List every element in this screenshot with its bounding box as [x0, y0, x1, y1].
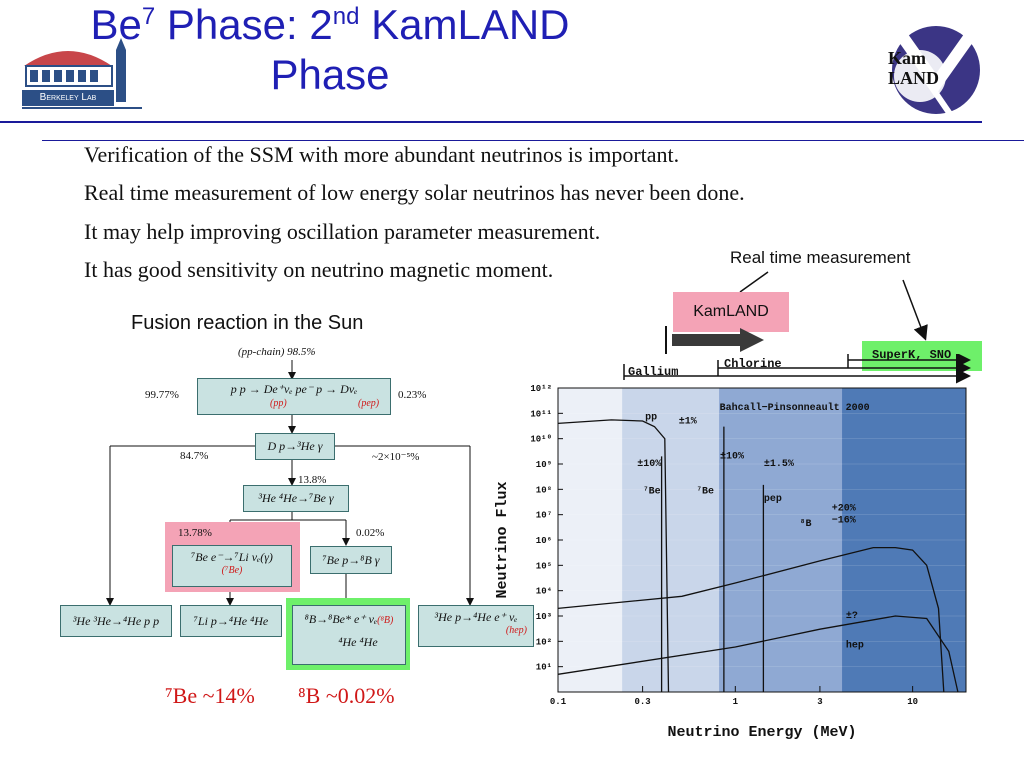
- chart-xlabel: Neutrino Energy (MeV): [667, 724, 856, 741]
- neutrino-flux-chart: pp ±1% ⁷Be ±10% ⁷Be ±10% pep ±1.5% ⁸B +20%−16% hep…: [494, 384, 967, 741]
- kamland-label: KamLAND: [673, 292, 789, 332]
- bullet-1: Verification of the SSM with more abunda…: [84, 142, 680, 167]
- chart-ylabel: Neutrino Flux: [494, 481, 511, 598]
- reaction-he34-box: ³He ⁴He→⁷Be γ: [243, 485, 349, 512]
- fusion-heading: Fusion reaction in the Sun: [131, 312, 364, 334]
- series-pp-label: pp: [645, 412, 657, 423]
- pp-chain-label: (pp-chain) 98.5%: [238, 346, 316, 358]
- reaction-pp-box: p p → De⁺νₑ pe⁻ p → Dνₑ (pp) (pep): [197, 378, 391, 415]
- chart-y-tick-label: 10³: [536, 612, 552, 622]
- reaction-hep-text: ³He p→⁴He e⁺ νₑ: [434, 610, 518, 624]
- bullet-3: It may help improving oscillation parame…: [84, 219, 601, 244]
- superk-sno-label: SuperK, SNO: [862, 341, 982, 371]
- reaction-pp-text: p p → De⁺νₑ pe⁻ p → Dνₑ: [230, 382, 358, 396]
- series-7Be_0.86-uncertainty: ±10%: [720, 451, 744, 462]
- pct-pp-branch: 99.77%: [145, 389, 179, 401]
- reaction-hep-box: ³He p→⁴He e⁺ νₑ (hep): [418, 605, 534, 647]
- header-rule: [0, 121, 982, 123]
- reaction-bep-box: ⁷Be p→⁸B γ: [310, 546, 392, 574]
- chart-shaded-region: [842, 388, 966, 692]
- chart-y-tick-label: 10¹¹: [530, 409, 552, 419]
- slide-title: Be7 Phase: 2nd KamLAND Phase: [90, 1, 570, 98]
- experiment-ranges: [623, 354, 971, 384]
- reaction-hep-tag: (hep): [505, 625, 527, 636]
- chart-title: Bahcall−Pinsonneault 2000: [720, 402, 870, 414]
- chart-x-tick-label: 3: [817, 697, 822, 707]
- pct-b8-branch: 0.02%: [356, 527, 385, 539]
- reaction-be7-box: ⁷Be e⁻→⁷Li νₑ(γ) (⁷Be): [172, 545, 292, 587]
- kamland-arrow: [665, 326, 764, 354]
- pct-pep-branch: 0.23%: [398, 389, 427, 401]
- reaction-pep-tag: (pep): [358, 398, 380, 409]
- series-8B-label: ⁸B: [799, 519, 811, 530]
- series-8B-uncertainty-minus: −16%: [832, 516, 856, 527]
- pct-be7-branch: 13.78%: [178, 527, 212, 539]
- kamland-logo-text-2: LAND: [888, 68, 940, 88]
- chart-x-tick-label: 10: [907, 697, 918, 707]
- reaction-b8-tag: (⁸B): [377, 615, 394, 626]
- series-8B-line: [557, 546, 945, 693]
- chart-x-tick-label: 0.1: [550, 697, 567, 707]
- reaction-b8-text: ⁸B→⁸Be* e⁺ νₑ: [304, 612, 378, 626]
- kamland-logo: Kam LAND: [880, 18, 990, 118]
- berkeley-lab-logo: Berkeley Lab: [18, 30, 142, 110]
- chart-y-tick-label: 10⁹: [536, 460, 552, 470]
- reaction-be7-tag: (⁷Be): [221, 565, 243, 576]
- b8-summary: ⁸B ~0.02%: [298, 683, 395, 708]
- pct-he34-branch: 13.8%: [298, 474, 327, 486]
- series-hep-line: [557, 615, 959, 693]
- series-pp-line: [557, 419, 670, 693]
- chlorine-label: Chlorine: [724, 357, 782, 371]
- real-time-annotation: Real time measurement: [730, 248, 911, 267]
- kamland-logo-text-1: Kam: [888, 48, 926, 68]
- berkeley-lab-logo-text: Berkeley Lab: [39, 92, 97, 103]
- chart-y-tick-label: 10¹²: [530, 384, 552, 394]
- series-7Be_0.86-label: ⁷Be: [696, 486, 714, 497]
- bullet-2: Real time measurement of low energy sola…: [84, 180, 745, 205]
- be7-summary: ⁷Be ~14%: [165, 683, 255, 708]
- reaction-dp-box: D p→³He γ: [255, 433, 335, 460]
- chart-y-tick-label: 10⁶: [536, 536, 552, 546]
- series-pp-uncertainty: ±1%: [679, 416, 697, 427]
- chart-y-tick-label: 10¹: [536, 663, 552, 673]
- chart-x-tick-label: 0.3: [634, 697, 650, 707]
- chart-y-tick-label: 10⁷: [536, 511, 552, 521]
- series-pep-label: pep: [764, 494, 782, 505]
- series-hep-label: hep: [846, 639, 864, 651]
- bullet-4: It has good sensitivity on neutrino magn…: [84, 257, 554, 282]
- series-7Be_0.38-label: ⁷Be: [643, 486, 661, 497]
- series-pep-uncertainty: ±1.5%: [764, 459, 794, 470]
- chart-y-tick-label: 10¹⁰: [530, 435, 552, 445]
- chart-y-tick-label: 10⁸: [536, 485, 552, 495]
- pct-he33-branch: 84.7%: [180, 450, 209, 462]
- chart-y-tick-label: 10⁴: [536, 587, 552, 597]
- reaction-he33-box: ³He ³He→⁴He p p: [60, 605, 172, 637]
- reaction-pp-tag: (pp): [270, 398, 287, 409]
- chart-y-tick-label: 10²: [536, 637, 552, 647]
- pct-hep-branch: ~2×10⁻⁵%: [372, 451, 420, 463]
- series-8B-uncertainty-plus: +20%: [832, 504, 856, 515]
- reaction-b8-products: ⁴He ⁴He: [338, 635, 378, 649]
- reaction-li7-box: ⁷Li p→⁴He ⁴He: [180, 605, 282, 637]
- chart-y-tick-label: 10⁵: [536, 561, 552, 571]
- reaction-b8-box: ⁸B→⁸Be* e⁺ νₑ(⁸B) ⁴He ⁴He: [292, 605, 406, 665]
- reaction-be7-text: ⁷Be e⁻→⁷Li νₑ(γ): [191, 550, 273, 564]
- gallium-label: Gallium: [628, 365, 679, 379]
- series-7Be_0.38-uncertainty: ±10%: [637, 459, 661, 470]
- series-hep-uncertainty: ±?: [846, 611, 858, 622]
- chart-x-tick-label: 1: [733, 697, 739, 707]
- header-rule-secondary: [42, 140, 1024, 141]
